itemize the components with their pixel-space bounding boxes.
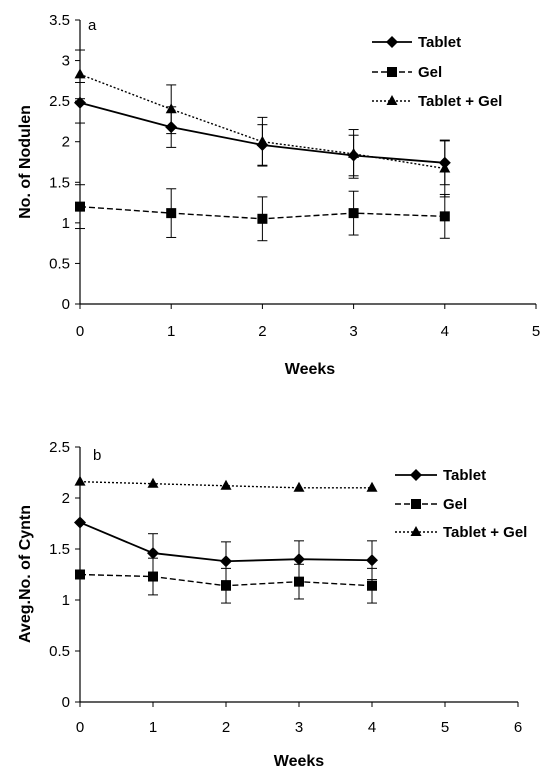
x-axis-title: Weeks xyxy=(274,753,325,770)
x-tick-label: 4 xyxy=(368,719,376,736)
legend-marker-triangle xyxy=(386,95,398,105)
series-tablet-gel xyxy=(74,475,378,492)
data-point-square xyxy=(294,576,304,587)
x-tick-label: 1 xyxy=(167,323,175,340)
y-tick-label: 2.5 xyxy=(49,439,70,456)
y-tick-label: 0 xyxy=(62,694,70,711)
y-tick-label: 2 xyxy=(62,134,70,151)
legend-marker-triangle xyxy=(410,526,422,536)
x-axis-title: Weeks xyxy=(285,361,336,378)
x-tick-label: 4 xyxy=(441,323,449,340)
data-point-diamond xyxy=(293,553,305,566)
y-axis-title: Aveg.No. of Cyntn xyxy=(17,505,34,643)
data-point-square xyxy=(166,208,177,219)
y-tick-label: 1 xyxy=(62,215,70,232)
x-tick-label: 2 xyxy=(258,323,266,340)
y-tick-label: 3 xyxy=(62,53,70,70)
data-point-triangle xyxy=(74,68,86,79)
series-tablet-gel xyxy=(74,49,451,198)
legend-label: Tablet xyxy=(418,34,461,51)
x-tick-label: 3 xyxy=(295,719,303,736)
y-tick-label: 1.5 xyxy=(49,174,70,191)
y-tick-label: 0.5 xyxy=(49,643,70,660)
data-point-triangle xyxy=(165,103,177,114)
x-tick-label: 2 xyxy=(222,719,230,736)
chart-panel-a: 0 0.5 1 1.5 2 2.5 3 3.5 0 1 2 3 4 5 Weeks No. of Nodule… xyxy=(17,12,540,378)
data-point-square xyxy=(148,571,158,582)
data-point-diamond xyxy=(147,547,159,560)
y-tick-label: 2 xyxy=(62,490,70,507)
panel-label: b xyxy=(93,447,101,464)
data-point-triangle xyxy=(348,147,360,158)
legend-label: Gel xyxy=(443,496,467,513)
legend-marker-diamond xyxy=(386,36,398,48)
legend-label: Tablet + Gel xyxy=(443,524,527,541)
data-point-triangle xyxy=(256,135,268,146)
y-tick-label: 1.5 xyxy=(49,541,70,558)
x-tick-label: 0 xyxy=(76,719,84,736)
y-tick-label: 0 xyxy=(62,296,70,313)
legend-marker-diamond xyxy=(410,469,422,481)
data-point-triangle xyxy=(439,162,451,173)
chart-panel-b: 0 0.5 1 1.5 2 2.5 0 1 2 3 4 5 6 Weeks Aveg.No. of Cynt… xyxy=(17,439,527,770)
x-tick-label: 5 xyxy=(441,719,449,736)
series-line xyxy=(79,480,372,489)
data-point-square xyxy=(439,211,450,222)
data-point-triangle xyxy=(366,481,378,492)
data-point-square xyxy=(348,208,359,219)
data-point-diamond xyxy=(74,516,86,529)
data-point-diamond xyxy=(366,554,378,567)
x-tick-label: 0 xyxy=(76,323,84,340)
series-gel xyxy=(75,184,450,242)
legend-marker-square xyxy=(387,67,397,77)
legend-label: Gel xyxy=(418,64,442,81)
data-point-square xyxy=(257,213,268,224)
x-tick-label: 6 xyxy=(514,719,522,736)
legend-label: Tablet xyxy=(443,467,486,484)
panel-label: a xyxy=(88,17,97,34)
y-tick-label: 3.5 xyxy=(49,12,70,29)
data-point-square xyxy=(75,569,85,580)
legend-entry: Tablet xyxy=(395,467,486,484)
data-point-triangle xyxy=(74,475,86,486)
data-point-diamond xyxy=(220,555,232,568)
y-tick-label: 2.5 xyxy=(49,93,70,110)
legend-entry: Gel xyxy=(372,64,442,81)
legend-entry: Tablet + Gel xyxy=(372,93,502,110)
legend-entry: Tablet xyxy=(372,34,461,51)
data-point-triangle xyxy=(147,477,159,488)
data-point-square xyxy=(367,580,377,591)
y-axis-title: No. of Nodulen xyxy=(17,105,34,219)
legend-entry: Tablet + Gel xyxy=(395,524,527,541)
y-tick-label: 0.5 xyxy=(49,255,70,272)
legend-entry: Gel xyxy=(395,496,467,513)
series-gel xyxy=(75,557,377,604)
x-tick-label: 3 xyxy=(349,323,357,340)
series-line xyxy=(79,73,445,170)
data-point-diamond xyxy=(74,96,86,109)
data-point-square xyxy=(75,201,85,212)
legend-label: Tablet + Gel xyxy=(418,93,502,110)
x-tick-label: 1 xyxy=(149,719,157,736)
y-tick-label: 1 xyxy=(62,592,70,609)
legend-marker-square xyxy=(411,499,421,509)
data-point-triangle xyxy=(293,481,305,492)
x-tick-label: 5 xyxy=(532,323,540,340)
data-point-triangle xyxy=(220,479,232,490)
data-point-square xyxy=(221,580,231,591)
